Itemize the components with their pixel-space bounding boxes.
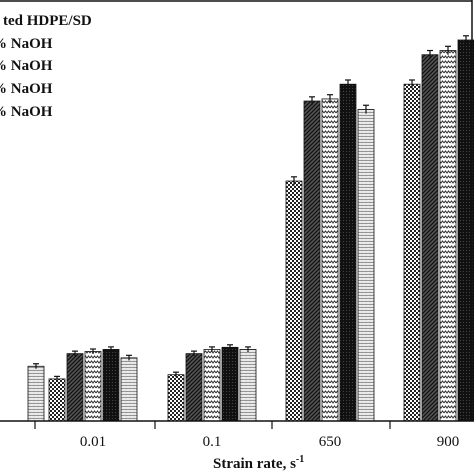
error-bar-4-3 [463,35,469,45]
legend: ted HDPE/SD % NaOH % NaOH % NaOH % NaOH [0,13,92,120]
bars-layer [27,39,474,422]
bar-3-1 [303,100,321,422]
bar-2-2 [203,349,221,422]
bar-2-0 [167,374,185,422]
bar-1-2 [84,351,102,422]
bar-1-3 [102,349,120,422]
error-bar-2-1 [191,350,197,357]
error-bar-1-2 [90,348,96,355]
bar-1-0 [48,378,66,422]
bar-1-1 [66,353,84,422]
error-bar-4-1 [427,49,433,59]
error-bar-1-1 [72,350,78,357]
error-bar-3-0 [291,176,297,186]
error-bar-2-4 [245,346,251,352]
bar-3-2 [321,98,339,422]
x-ticks: 0.01 0.1 650 900 [34,421,460,450]
x-tick-label-3: 650 [319,434,342,450]
x-tick-label-1: 0.01 [80,434,106,450]
bar-3-4 [357,109,375,422]
error-bar-3-2 [327,94,333,104]
x-axis-title-sup: -1 [296,454,304,465]
legend-label-3: % NaOH [0,81,53,97]
error-bar-4-2 [445,45,451,55]
bar-3-3 [339,83,357,422]
legend-label-0: ted HDPE/SD [3,13,92,29]
legend-label-4: % NaOH [0,104,53,120]
bar-4-2 [439,50,457,422]
error-bar-1-3 [108,346,114,352]
error-bar-4-0 [409,79,415,89]
bar-0-4 [27,365,45,422]
error-bar-1-4 [126,354,132,361]
error-bars-layer [33,35,469,382]
bar-1-4 [120,357,138,422]
x-tick-label-4: 900 [437,434,460,450]
bar-4-1 [421,54,439,422]
x-tick-label-2: 0.1 [203,434,222,450]
bar-2-3 [221,346,239,422]
error-bar-3-4 [363,104,369,114]
legend-label-1: % NaOH [0,36,53,52]
bar-2-1 [185,353,203,422]
bar-2-4 [239,349,257,422]
error-bar-3-3 [345,79,351,89]
x-axis-title: Strain rate, s-1 [213,454,304,472]
error-bar-2-3 [227,344,233,350]
legend-label-2: % NaOH [0,58,53,74]
error-bar-0-4 [33,363,39,369]
error-bar-3-1 [309,96,315,106]
bar-4-0 [403,83,421,422]
error-bar-2-0 [173,371,179,378]
error-bar-1-0 [54,375,60,382]
bar-3-0 [285,180,303,422]
error-bar-2-2 [209,346,215,352]
